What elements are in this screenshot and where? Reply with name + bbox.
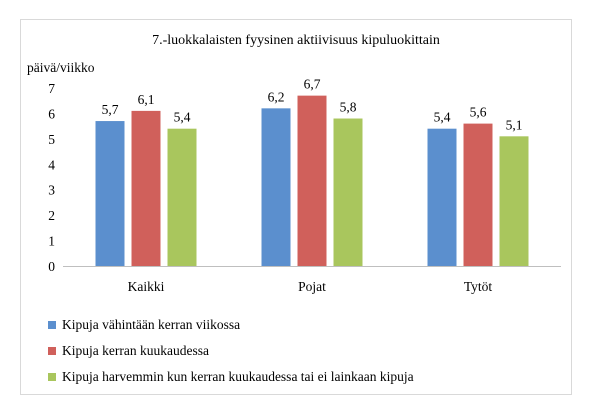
bar-value-label: 5,6 (470, 105, 487, 120)
y-tick-label: 4 (48, 157, 55, 172)
bar (427, 128, 457, 266)
legend-item: Kipuja kerran kuukaudessa (48, 338, 414, 364)
bar-value-label: 5,4 (434, 110, 451, 125)
legend-swatch (48, 373, 56, 381)
y-tick-label: 2 (48, 208, 55, 223)
legend-swatch (48, 321, 56, 329)
y-axis-label: päivä/viikko (27, 60, 95, 75)
bar-value-label: 6,7 (304, 77, 321, 92)
bar (95, 121, 125, 266)
bar-value-label: 6,1 (138, 92, 155, 107)
y-tick-label: 7 (48, 81, 55, 96)
bar-value-label: 5,8 (340, 100, 357, 115)
y-tick-label: 6 (48, 106, 55, 121)
chart-title: 7.-luokkalaisten fyysinen aktiivisuus ki… (152, 33, 440, 48)
bar-value-label: 5,1 (506, 117, 523, 132)
bar (131, 110, 161, 266)
bar (499, 136, 529, 266)
bar (261, 108, 291, 266)
bar-value-label: 6,2 (268, 89, 285, 104)
bar (333, 118, 363, 266)
legend-label: Kipuja kerran kuukaudessa (62, 343, 209, 358)
legend-item: Kipuja vähintään kerran viikossa (48, 312, 414, 338)
bar (167, 128, 197, 266)
legend-swatch (48, 347, 56, 355)
y-tick-label: 3 (48, 183, 55, 198)
x-tick-label: Pojat (298, 279, 326, 294)
x-tick-label: Tytöt (464, 279, 493, 294)
bar-value-label: 5,4 (174, 110, 191, 125)
y-tick-label: 0 (48, 259, 55, 274)
legend-label: Kipuja harvemmin kun kerran kuukaudessa … (62, 369, 414, 384)
bar (297, 95, 327, 266)
legend-item: Kipuja harvemmin kun kerran kuukaudessa … (48, 364, 414, 390)
bar-value-label: 5,7 (102, 102, 119, 117)
legend: Kipuja vähintään kerran viikossa Kipuja k… (48, 312, 414, 390)
y-tick-label: 5 (48, 132, 55, 147)
x-tick-label: Kaikki (128, 279, 165, 294)
legend-label: Kipuja vähintään kerran viikossa (62, 317, 241, 332)
bar (463, 123, 493, 266)
y-tick-label: 1 (48, 234, 55, 249)
